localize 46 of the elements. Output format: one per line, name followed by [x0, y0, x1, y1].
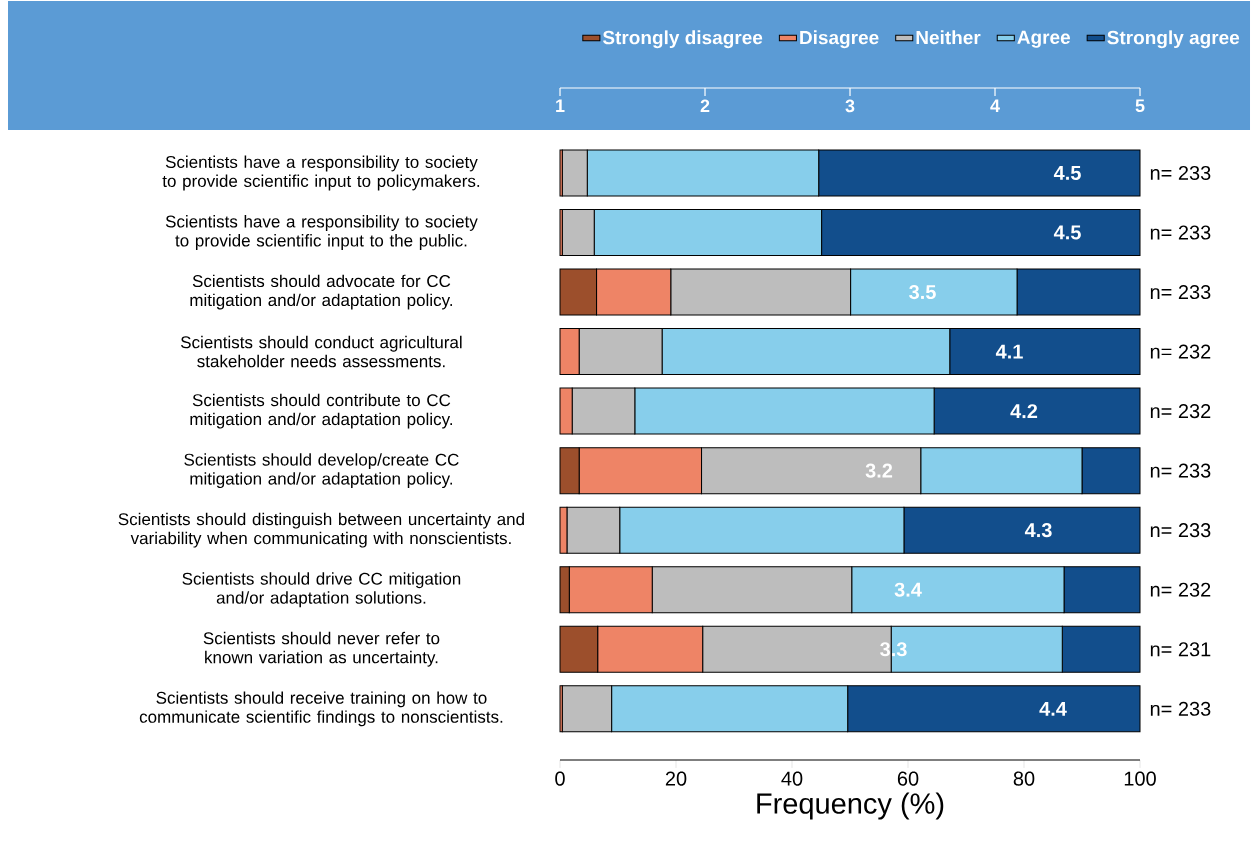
text: n= 233: [1150, 284, 1211, 300]
y-tick-label: Scientists should never refer to known variation as uncertainty.: [203, 631, 440, 667]
x2-tick-label: 1: [556, 99, 565, 112]
annotation: 4.1: [995, 344, 1023, 359]
x-tick-label: 20: [665, 771, 687, 786]
x-tick-label: 60: [897, 771, 919, 786]
legend-label: Agree: [1017, 30, 1071, 48]
x-tick-label: 80: [1013, 771, 1035, 786]
text: n= 231: [1150, 642, 1211, 657]
y-tick-label: Scientists have a responsibility to society to provide scientific input to the public.: [165, 215, 478, 250]
y-tick-label: Scientists should conduct agricultural stakeholder needs assessments.: [180, 335, 462, 368]
x2-tick-label: 3: [845, 99, 855, 113]
text: n= 233: [1150, 165, 1211, 181]
annotation: 4.5: [1053, 165, 1081, 180]
annotation: 4.2: [1010, 404, 1038, 419]
annotation: 4.3: [1024, 523, 1052, 538]
y-tick-label: Scientists should develop/create CC mitigation and/or adaptation policy.: [184, 453, 459, 489]
text: n= 233: [1150, 523, 1211, 538]
x2-tick-label: 4: [990, 99, 1000, 112]
x-tick-label: 100: [1124, 771, 1156, 786]
y-tick-label: Scientists should drive CC mitigation and/or adaptation solutions.: [182, 572, 461, 608]
legend-label: Strongly disagree: [602, 30, 763, 49]
y-tick-label: Scientists have a responsibility to society to provide scientific input to policymakers.: [162, 155, 480, 191]
text: n= 232: [1150, 582, 1211, 597]
x2-tick-label: 5: [1135, 99, 1145, 113]
y-tick-label: Scientists should distinguish between uncertainty and variability when communicating with nonscientists.: [118, 512, 524, 548]
annotation: 4.4: [1039, 701, 1067, 716]
annotation: 3.5: [909, 284, 936, 300]
text: n= 233: [1150, 463, 1211, 478]
text: n= 232: [1150, 344, 1211, 359]
text: n= 233: [1150, 225, 1211, 240]
y-tick-label: Scientists should advocate for CC mitigation and/or adaptation policy.: [190, 274, 453, 310]
legend-label: Disagree: [800, 30, 879, 49]
annotation: 3.2: [865, 463, 893, 478]
y-tick-label: Scientists should contribute to CC mitigation and/or adaptation policy.: [190, 393, 453, 429]
text: n= 232: [1150, 404, 1211, 419]
x2-tick-label: 2: [700, 99, 710, 113]
x-tick-label: 40: [781, 771, 803, 786]
legend-label: Strongly agree: [1107, 30, 1240, 49]
y-tick-label: Scientists should receive training on how to communicate scientific findings to nonscientists.: [139, 691, 503, 727]
x-tick-label: 0: [555, 771, 565, 786]
annotation: 4.5: [1053, 225, 1081, 240]
legend-label: Neither: [916, 30, 981, 45]
annotation: 3.4: [894, 582, 922, 597]
text: n= 233: [1150, 701, 1211, 716]
x-axis-title: Frequency (%): [757, 792, 944, 820]
